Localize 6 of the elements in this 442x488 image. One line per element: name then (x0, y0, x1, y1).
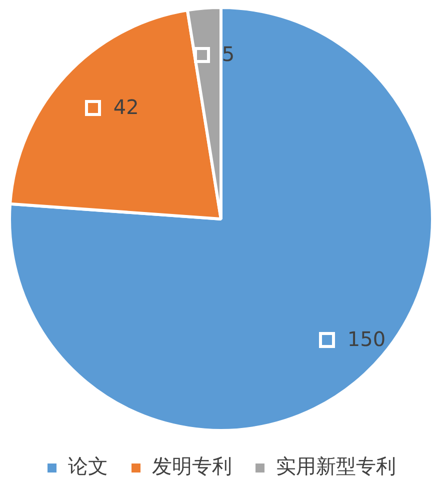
data-label: 5 (222, 42, 235, 66)
data-label: 150 (347, 326, 386, 351)
data-label: 42 (113, 94, 139, 119)
legend-label: 发明专利 (152, 454, 232, 478)
legend-label: 实用新型专利 (276, 454, 396, 478)
legend-label: 论文 (68, 454, 108, 478)
